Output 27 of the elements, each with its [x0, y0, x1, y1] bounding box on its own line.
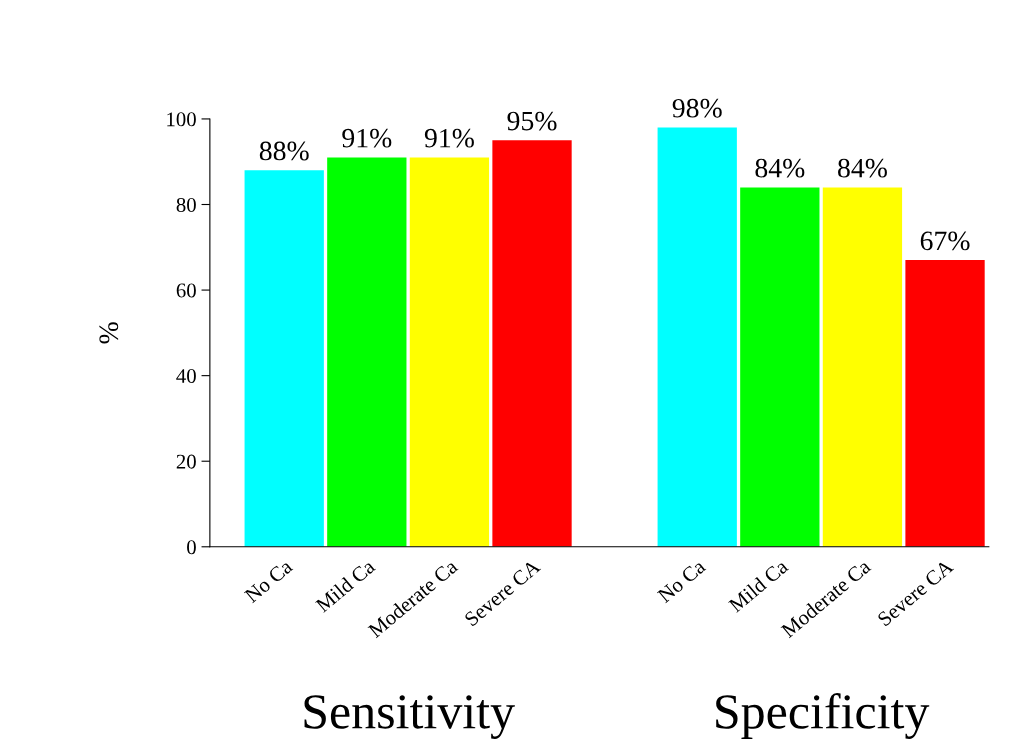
- y-axis-title: %: [99, 322, 119, 344]
- bar: [905, 260, 985, 547]
- y-tick-label: 100: [167, 112, 196, 127]
- x-tick-label: No Ca: [656, 558, 707, 604]
- data-label: 67%: [920, 231, 970, 251]
- data-label: 91%: [342, 128, 392, 148]
- y-tick-label: 0: [187, 540, 196, 555]
- y-tick-label: 80: [176, 197, 196, 212]
- text: Sensitivity: [304, 695, 515, 740]
- bar: [244, 170, 324, 547]
- bar: [822, 187, 903, 547]
- x-tick-label: No Ca: [243, 558, 294, 604]
- bar: [657, 127, 737, 547]
- data-label: 84%: [755, 158, 805, 178]
- bar: [740, 187, 820, 547]
- y-tick-label: 20: [176, 454, 196, 469]
- bar: [327, 157, 407, 547]
- data-label: 95%: [507, 111, 557, 131]
- data-label: 84%: [838, 158, 887, 178]
- data-label: 91%: [424, 128, 474, 148]
- text: Specificity: [716, 693, 930, 740]
- y-tick-label: 60: [176, 283, 196, 298]
- data-label: 98%: [672, 98, 722, 118]
- data-label: 88%: [259, 141, 309, 161]
- bar: [492, 140, 572, 547]
- bar: [409, 157, 490, 547]
- y-tick-label: 40: [176, 369, 196, 384]
